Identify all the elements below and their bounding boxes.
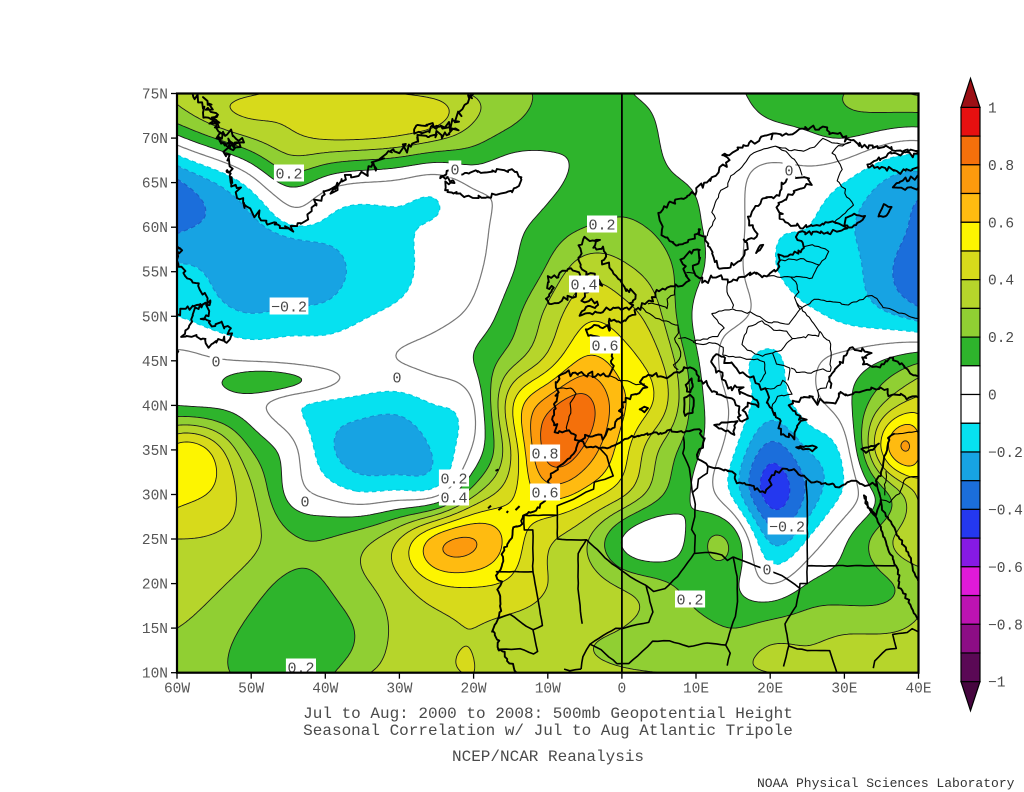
svg-text:40N: 40N — [142, 399, 168, 415]
svg-text:0.2: 0.2 — [988, 331, 1014, 347]
svg-text:10N: 10N — [142, 667, 168, 683]
svg-text:30W: 30W — [386, 682, 412, 698]
svg-text:0: 0 — [300, 495, 309, 512]
svg-text:−0.4: −0.4 — [988, 503, 1023, 519]
svg-text:−0.2: −0.2 — [988, 446, 1023, 462]
svg-text:20W: 20W — [461, 682, 487, 698]
svg-text:25N: 25N — [142, 533, 168, 549]
svg-text:0.4: 0.4 — [988, 274, 1014, 290]
svg-text:0: 0 — [211, 355, 220, 372]
svg-text:0.4: 0.4 — [570, 278, 597, 295]
svg-text:15N: 15N — [142, 622, 168, 638]
svg-text:0: 0 — [762, 563, 771, 580]
svg-text:0.8: 0.8 — [988, 159, 1014, 175]
svg-text:0.2: 0.2 — [275, 167, 302, 184]
svg-text:−1: −1 — [988, 676, 1005, 692]
svg-text:0: 0 — [392, 371, 401, 388]
svg-text:60W: 60W — [164, 682, 190, 698]
svg-text:0.4: 0.4 — [440, 491, 467, 508]
svg-text:50N: 50N — [142, 310, 168, 326]
svg-text:0.2: 0.2 — [287, 661, 314, 678]
svg-text:75N: 75N — [142, 88, 168, 104]
svg-text:0: 0 — [988, 389, 997, 405]
svg-text:30E: 30E — [831, 682, 857, 698]
svg-text:0: 0 — [450, 163, 459, 180]
svg-text:0.2: 0.2 — [676, 593, 703, 610]
svg-text:0.6: 0.6 — [531, 486, 558, 503]
svg-text:40E: 40E — [905, 682, 931, 698]
svg-text:0: 0 — [784, 164, 793, 181]
svg-text:−0.2: −0.2 — [271, 300, 307, 317]
svg-text:−0.2: −0.2 — [769, 520, 805, 537]
svg-text:70N: 70N — [142, 132, 168, 148]
svg-text:40W: 40W — [312, 682, 338, 698]
svg-text:30N: 30N — [142, 489, 168, 505]
svg-text:20N: 20N — [142, 578, 168, 594]
svg-text:10E: 10E — [683, 682, 709, 698]
svg-text:55N: 55N — [142, 266, 168, 282]
svg-text:1: 1 — [988, 101, 997, 117]
svg-text:10W: 10W — [535, 682, 561, 698]
svg-text:20E: 20E — [757, 682, 783, 698]
svg-text:0.6: 0.6 — [988, 216, 1014, 232]
svg-text:0.2: 0.2 — [588, 218, 615, 235]
svg-text:0: 0 — [618, 682, 627, 698]
svg-text:60N: 60N — [142, 221, 168, 237]
svg-text:−0.6: −0.6 — [988, 561, 1023, 577]
svg-text:−0.8: −0.8 — [988, 618, 1023, 634]
svg-text:0.2: 0.2 — [440, 472, 467, 489]
svg-text:45N: 45N — [142, 355, 168, 371]
svg-text:0.6: 0.6 — [591, 339, 618, 356]
svg-text:35N: 35N — [142, 444, 168, 460]
svg-text:50W: 50W — [238, 682, 264, 698]
svg-text:0.8: 0.8 — [531, 447, 558, 464]
svg-text:65N: 65N — [142, 177, 168, 193]
